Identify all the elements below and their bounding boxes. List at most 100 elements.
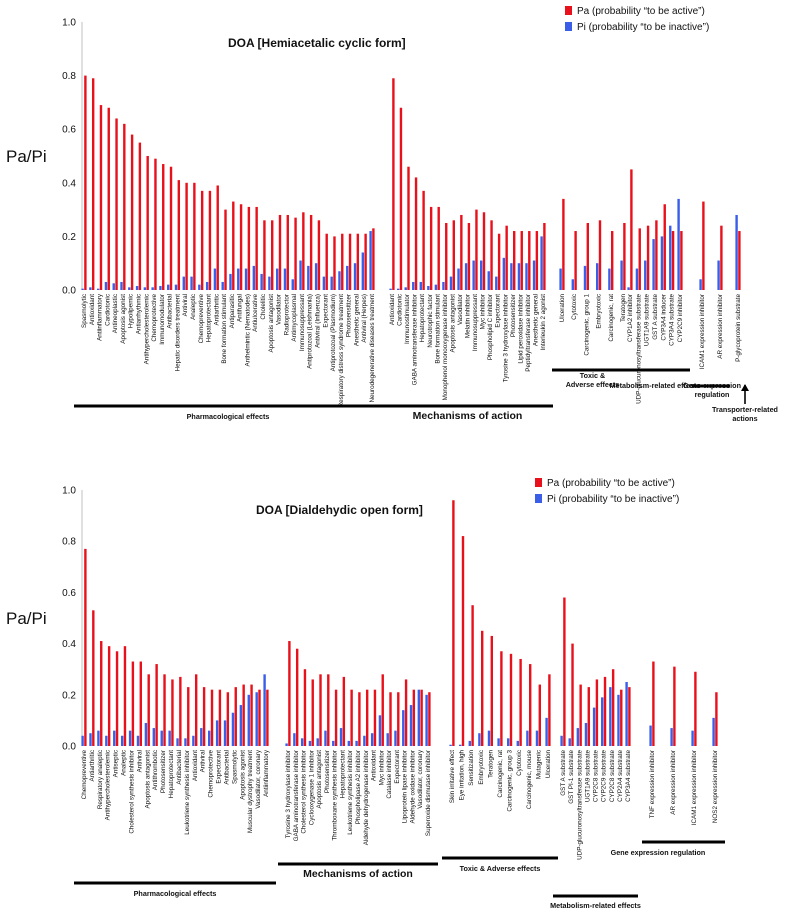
bar-pa: [543, 223, 546, 290]
bar-pa: [509, 653, 513, 746]
bar-pa: [673, 666, 676, 746]
category-label: CYP2C9 substrate: [601, 750, 608, 803]
bar-pi: [487, 730, 491, 746]
bar-pa: [185, 182, 188, 290]
category-label: Teratogen: [487, 750, 494, 779]
bar-pi: [339, 728, 343, 746]
category-label: Embryotoxic: [596, 294, 603, 329]
category-label: Antiviral: [200, 750, 207, 772]
category-label: Antihypercholesterolemic: [105, 750, 112, 820]
category-label: Myc inhibitor: [480, 294, 487, 329]
bar-pi: [502, 257, 506, 290]
legend-pa-label: Pa (probability “to be active”): [577, 6, 705, 17]
bar-pa: [397, 692, 400, 746]
bar-pa: [350, 689, 353, 746]
category-label: Antiinflammatory: [97, 293, 104, 341]
category-label: Skin irritative effect: [449, 750, 456, 803]
bar-pa: [247, 206, 251, 290]
group-label: Metabolism-related effects: [550, 901, 641, 910]
category-label: Cytotoxic: [516, 750, 523, 776]
bar-pi: [691, 730, 694, 746]
bar-pa: [694, 671, 697, 746]
category-label: CYP3A4 substrate: [669, 294, 676, 346]
bar-pi: [143, 287, 147, 290]
category-label: UGT1A9 substrate: [584, 750, 591, 803]
bar-pi: [516, 740, 519, 746]
category-label: Photosensitizer: [510, 294, 517, 337]
legend-pa-swatch: [535, 478, 542, 487]
y-tick-label: 0.2: [62, 232, 76, 243]
legend-pi-swatch: [535, 494, 542, 503]
group-label: Adverse effects: [566, 380, 620, 389]
bar-pa: [107, 646, 111, 746]
category-label: Apoptosis antagonist: [268, 294, 275, 353]
bar-pi: [128, 287, 131, 290]
category-label: Antiviral: [182, 294, 189, 316]
bar-pi: [332, 740, 335, 746]
bar-pi: [507, 738, 510, 746]
category-label: Chemoprotective: [151, 294, 158, 342]
bar-pa: [155, 664, 158, 746]
category-label: Antiarthritic: [213, 294, 220, 326]
bar-pa: [187, 687, 190, 746]
category-label: Antifungal: [237, 294, 244, 322]
bar-pi: [346, 265, 349, 290]
bar-pi: [160, 730, 163, 746]
bar-pa: [720, 225, 723, 290]
category-label: Chemopreventive: [81, 750, 88, 800]
y-tick-label: 0.0: [62, 286, 76, 297]
bar-pi: [717, 260, 720, 290]
category-label: Antiviral (Herpes): [361, 294, 368, 343]
category-label: Expectorant: [495, 294, 502, 328]
bar-pi: [307, 265, 310, 290]
category-label: Analeptic: [121, 750, 128, 776]
category-label: Antithrombotic: [152, 750, 159, 790]
bar-pa: [529, 664, 532, 746]
bar-pi: [322, 276, 326, 290]
category-label: Cardiotonic: [397, 294, 404, 326]
bar-pa: [535, 231, 539, 290]
bar-pi: [260, 273, 263, 290]
bar-pi: [252, 265, 256, 290]
category-label: AR expression inhibitor: [670, 750, 677, 815]
bar-pi: [627, 287, 630, 290]
bar-pi: [559, 268, 562, 290]
bar-pi: [285, 743, 288, 746]
category-label: Carcinogenic, rat: [497, 750, 504, 798]
bar-pi: [540, 236, 543, 290]
bar-pa: [356, 233, 360, 290]
bar-pa: [538, 684, 541, 746]
bar-pi: [353, 263, 357, 290]
bar-pa: [429, 206, 433, 290]
bar-pi: [468, 740, 471, 746]
bar-pi: [396, 288, 400, 290]
category-label: Immunosuppressant: [299, 294, 306, 351]
bar-pa: [319, 674, 322, 746]
bar-pi: [96, 288, 100, 290]
category-label: Antiulcerative: [252, 294, 259, 332]
bar-pi: [105, 735, 108, 746]
category-label: Antioxidant: [389, 294, 396, 325]
bar-pi: [457, 268, 460, 290]
bar-pi: [136, 735, 140, 746]
bar-pi: [268, 276, 271, 290]
category-label: Photosensitizer: [324, 750, 331, 793]
category-label: Hepatoprotectant: [168, 750, 175, 799]
bar-pa: [123, 646, 127, 746]
category-label: TNF expression inhibitor: [649, 750, 656, 818]
bar-pa: [224, 209, 227, 290]
group-label: Gene expression regulation: [611, 848, 706, 857]
bar-pi: [571, 279, 574, 290]
bar-pi: [324, 730, 327, 746]
bar-pi: [120, 281, 123, 290]
bar-pa: [579, 684, 582, 746]
bar-pa: [428, 692, 431, 746]
category-label: Lipid peroxidase inhibitor: [517, 294, 524, 364]
bar-pa: [218, 689, 222, 746]
bar-pi: [81, 288, 84, 290]
bar-pi: [347, 740, 351, 746]
bar-pa: [452, 220, 455, 290]
category-label: Apoptosis agonist: [120, 294, 127, 344]
bar-pi: [417, 689, 421, 746]
category-label: Expectorant: [394, 750, 401, 784]
